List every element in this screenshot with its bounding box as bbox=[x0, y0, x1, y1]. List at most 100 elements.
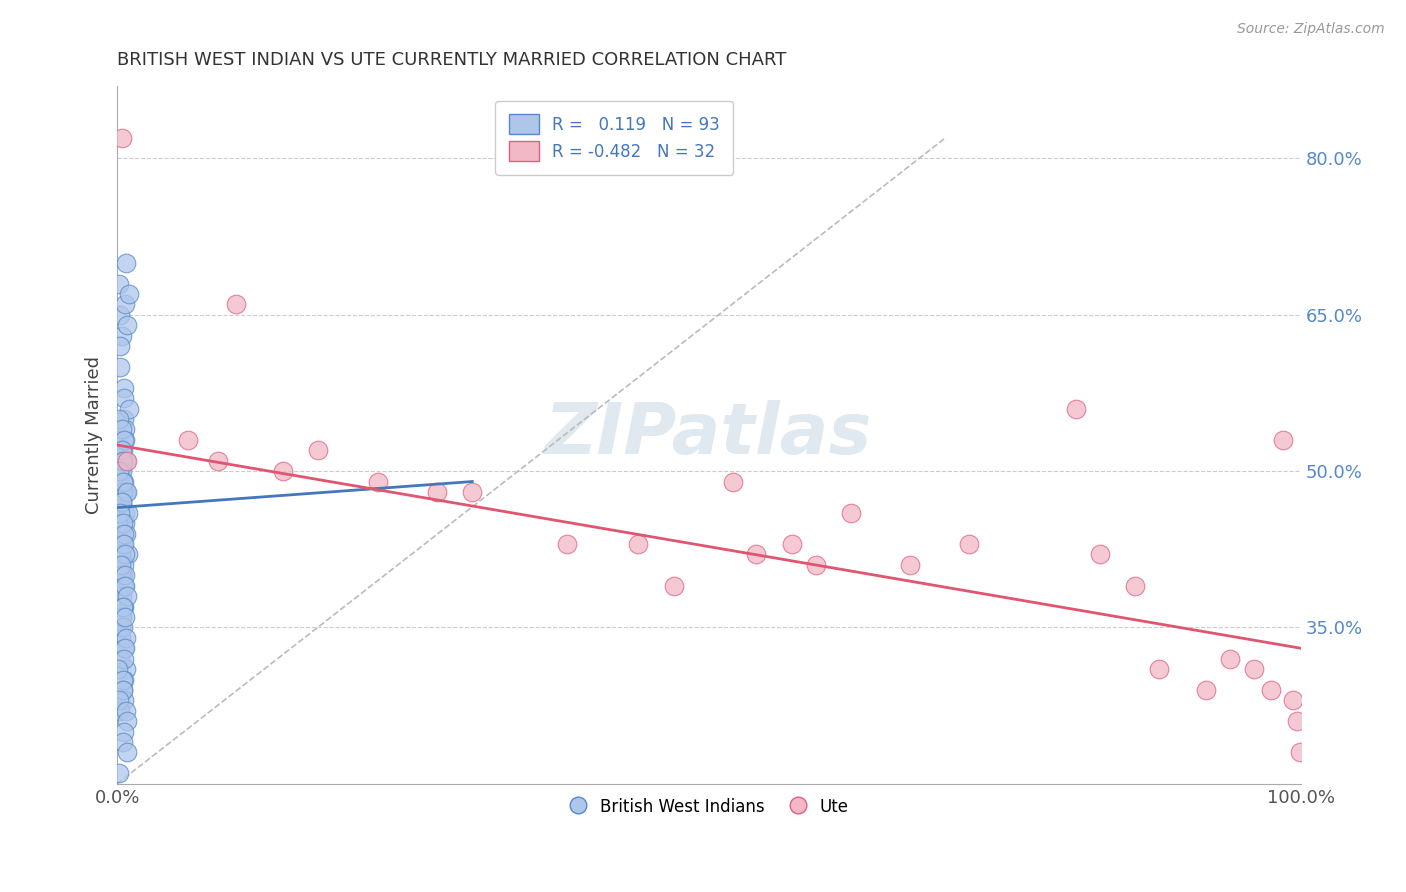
Point bbox=[107, 766, 129, 780]
Point bbox=[117, 746, 139, 760]
Point bbox=[112, 673, 135, 687]
Point bbox=[662, 579, 685, 593]
Point bbox=[111, 516, 134, 531]
Point bbox=[114, 662, 136, 676]
Point bbox=[1286, 714, 1309, 729]
Point bbox=[115, 526, 138, 541]
Point bbox=[110, 443, 132, 458]
Point bbox=[307, 443, 329, 458]
Point bbox=[112, 475, 135, 489]
Point bbox=[111, 599, 134, 614]
Point bbox=[114, 548, 136, 562]
Point bbox=[112, 412, 135, 426]
Point bbox=[1243, 662, 1265, 676]
Point bbox=[112, 391, 135, 405]
Point bbox=[207, 453, 229, 467]
Point bbox=[271, 464, 294, 478]
Point bbox=[114, 631, 136, 645]
Point bbox=[898, 558, 921, 572]
Point bbox=[112, 620, 135, 634]
Point bbox=[110, 631, 132, 645]
Point bbox=[107, 662, 129, 676]
Point bbox=[111, 673, 134, 687]
Point bbox=[112, 568, 135, 582]
Point bbox=[115, 318, 138, 333]
Point bbox=[115, 453, 138, 467]
Point bbox=[112, 381, 135, 395]
Point bbox=[108, 412, 131, 426]
Point bbox=[114, 516, 136, 531]
Point bbox=[1088, 548, 1111, 562]
Point bbox=[117, 548, 139, 562]
Point bbox=[1219, 651, 1241, 665]
Point bbox=[780, 537, 803, 551]
Point bbox=[1260, 682, 1282, 697]
Point bbox=[107, 433, 129, 447]
Point bbox=[112, 641, 135, 656]
Point bbox=[108, 693, 131, 707]
Point bbox=[177, 433, 200, 447]
Point bbox=[426, 485, 449, 500]
Point bbox=[112, 558, 135, 572]
Point bbox=[111, 453, 134, 467]
Point bbox=[118, 287, 141, 301]
Point bbox=[367, 475, 389, 489]
Point bbox=[461, 485, 484, 500]
Point bbox=[111, 610, 134, 624]
Point bbox=[111, 443, 134, 458]
Point bbox=[108, 464, 131, 478]
Point bbox=[112, 526, 135, 541]
Point bbox=[110, 475, 132, 489]
Point bbox=[117, 714, 139, 729]
Point bbox=[111, 130, 134, 145]
Point bbox=[111, 453, 134, 467]
Point bbox=[110, 610, 132, 624]
Point bbox=[114, 506, 136, 520]
Point bbox=[111, 328, 134, 343]
Point bbox=[1195, 682, 1218, 697]
Point bbox=[115, 255, 138, 269]
Point bbox=[111, 495, 134, 509]
Point bbox=[1147, 662, 1170, 676]
Point bbox=[804, 558, 827, 572]
Point bbox=[110, 548, 132, 562]
Point bbox=[118, 401, 141, 416]
Point bbox=[112, 724, 135, 739]
Point bbox=[111, 682, 134, 697]
Point bbox=[111, 464, 134, 478]
Point bbox=[107, 495, 129, 509]
Point bbox=[114, 610, 136, 624]
Point bbox=[225, 297, 247, 311]
Point bbox=[107, 589, 129, 603]
Point bbox=[112, 485, 135, 500]
Point bbox=[112, 651, 135, 665]
Point bbox=[1064, 401, 1087, 416]
Point bbox=[111, 443, 134, 458]
Point bbox=[110, 568, 132, 582]
Point bbox=[110, 620, 132, 634]
Text: Source: ZipAtlas.com: Source: ZipAtlas.com bbox=[1237, 22, 1385, 37]
Point bbox=[112, 433, 135, 447]
Point bbox=[112, 537, 135, 551]
Point bbox=[110, 526, 132, 541]
Point bbox=[117, 506, 139, 520]
Point bbox=[839, 506, 862, 520]
Text: BRITISH WEST INDIAN VS UTE CURRENTLY MARRIED CORRELATION CHART: BRITISH WEST INDIAN VS UTE CURRENTLY MAR… bbox=[117, 51, 786, 69]
Point bbox=[108, 464, 131, 478]
Point bbox=[107, 516, 129, 531]
Point bbox=[114, 568, 136, 582]
Point bbox=[114, 297, 136, 311]
Text: ZIPatlas: ZIPatlas bbox=[546, 401, 873, 469]
Point bbox=[115, 589, 138, 603]
Point bbox=[111, 589, 134, 603]
Point bbox=[111, 682, 134, 697]
Point bbox=[112, 579, 135, 593]
Point bbox=[115, 453, 138, 467]
Point bbox=[112, 693, 135, 707]
Point bbox=[112, 475, 135, 489]
Point bbox=[108, 558, 131, 572]
Point bbox=[108, 651, 131, 665]
Point bbox=[110, 308, 132, 322]
Point bbox=[721, 475, 744, 489]
Point bbox=[112, 599, 135, 614]
